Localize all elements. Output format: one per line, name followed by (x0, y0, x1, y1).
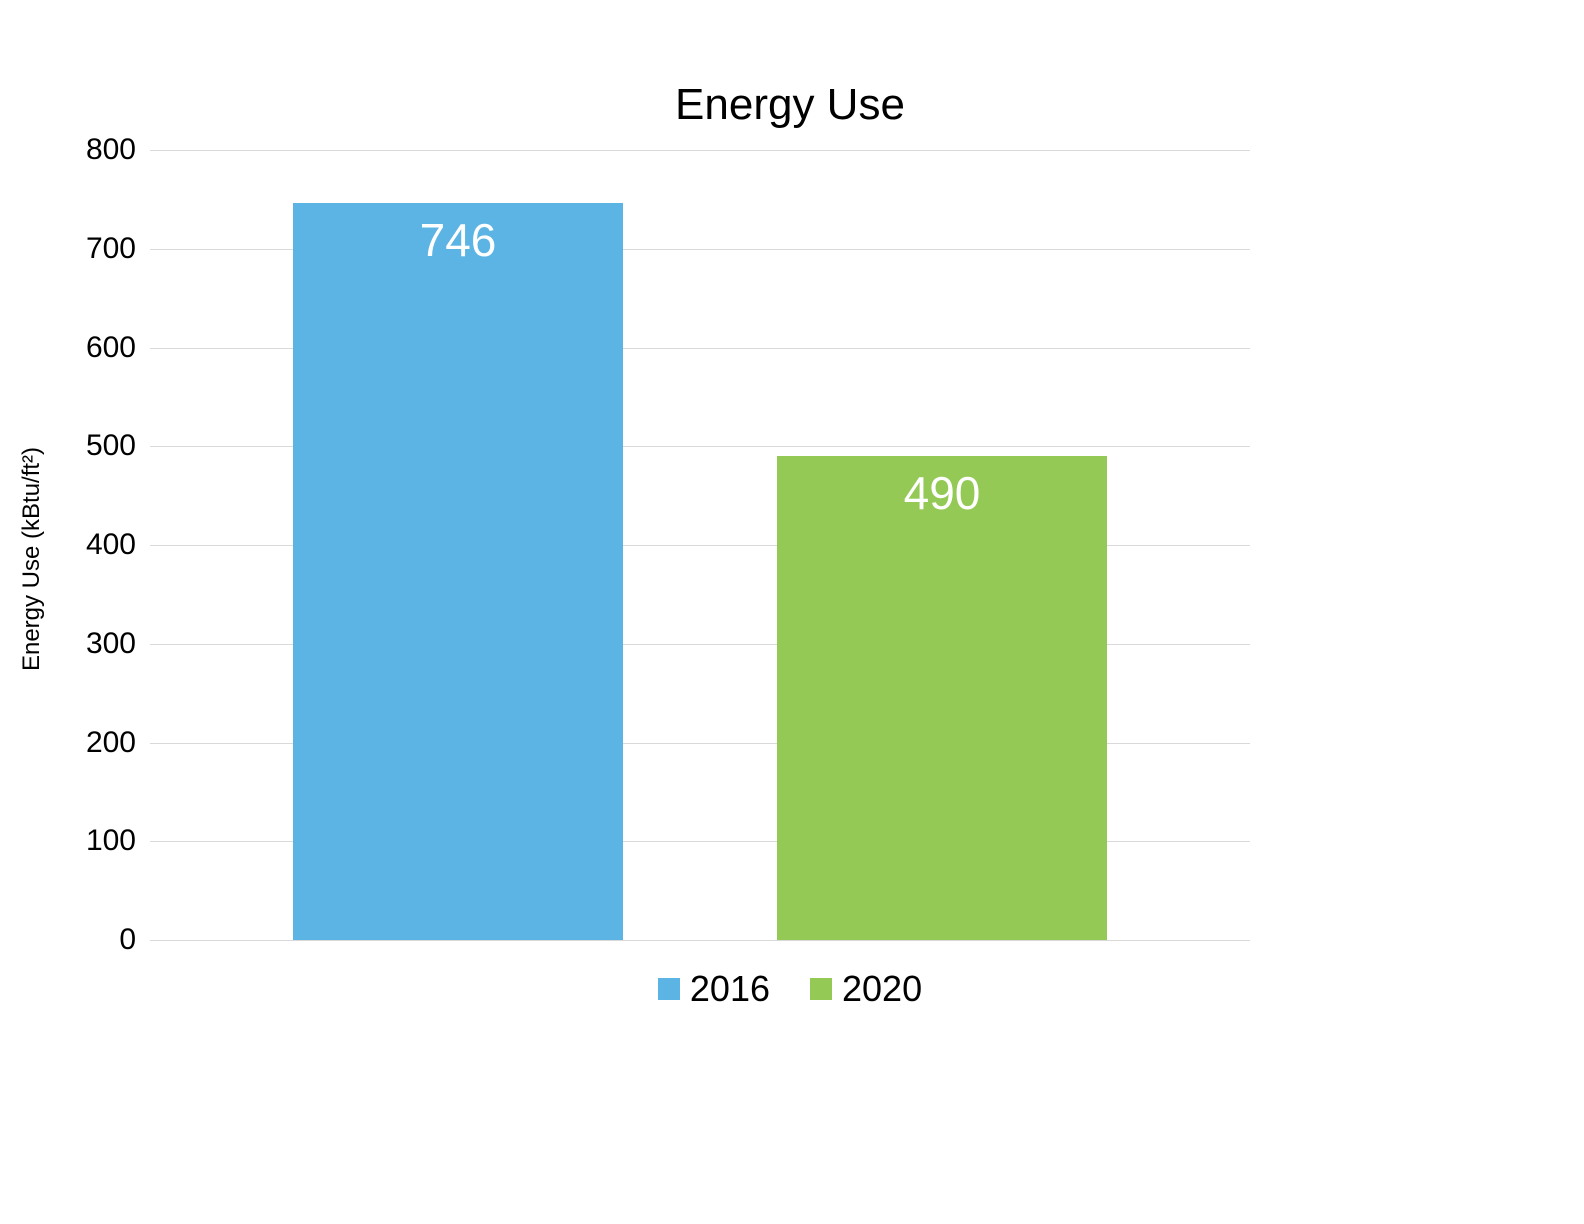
legend-label: 2020 (842, 968, 922, 1010)
bar-2020: 490 (777, 456, 1107, 940)
energy-use-chart: Energy Use 0100200300400500600700800Ener… (150, 80, 1430, 1140)
legend-label: 2016 (690, 968, 770, 1010)
bar-value-label: 490 (904, 466, 981, 520)
ytick-label: 200 (86, 726, 150, 760)
bar-2016: 746 (293, 203, 623, 940)
ytick-label: 400 (86, 528, 150, 562)
gridline (150, 940, 1250, 941)
ytick-label: 0 (119, 923, 150, 957)
legend-item-2016: 2016 (658, 968, 770, 1010)
legend-swatch (658, 978, 680, 1000)
gridline (150, 150, 1250, 151)
ytick-label: 800 (86, 133, 150, 167)
plot-area: 0100200300400500600700800Energy Use (kBt… (150, 150, 1250, 940)
legend-swatch (810, 978, 832, 1000)
y-axis-label: Energy Use (kBtu/ft²) (18, 447, 46, 671)
ytick-label: 700 (86, 232, 150, 266)
ytick-label: 300 (86, 627, 150, 661)
ytick-label: 600 (86, 331, 150, 365)
ytick-label: 100 (86, 824, 150, 858)
legend: 2016 2020 (150, 968, 1430, 1010)
legend-item-2020: 2020 (810, 968, 922, 1010)
ytick-label: 500 (86, 429, 150, 463)
chart-title: Energy Use (150, 80, 1430, 130)
bar-value-label: 746 (420, 213, 497, 267)
